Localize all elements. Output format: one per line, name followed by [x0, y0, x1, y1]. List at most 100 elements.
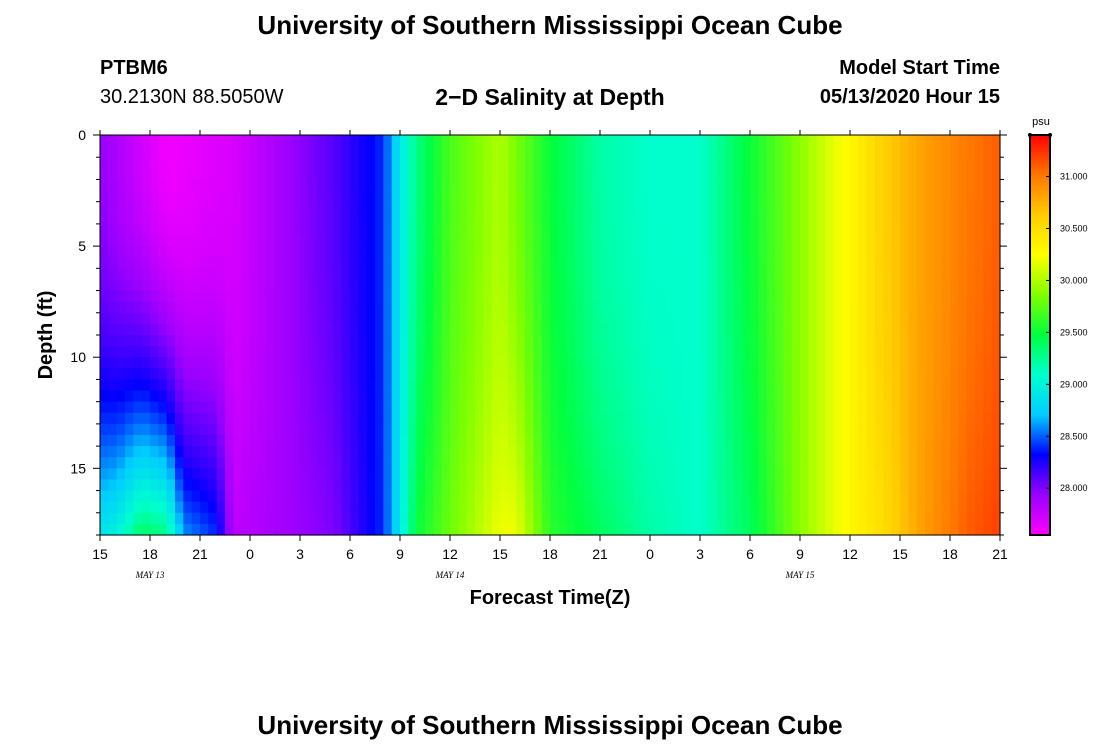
heatmap-cell: [883, 346, 893, 358]
heatmap-cell: [508, 257, 518, 269]
heatmap-cell: [625, 357, 634, 369]
heatmap-cell: [966, 146, 976, 158]
heatmap-cell: [258, 212, 268, 225]
heatmap-cell: [883, 290, 893, 303]
heatmap-cell: [666, 135, 676, 147]
heatmap-cell: [583, 501, 593, 514]
heatmap-cell: [841, 290, 851, 303]
heatmap-cell: [241, 323, 251, 336]
heatmap-cell: [158, 168, 168, 181]
heatmap-cell: [208, 146, 218, 158]
heatmap-cell: [533, 279, 543, 292]
heatmap-cell: [833, 157, 843, 169]
heatmap-cell: [108, 368, 118, 381]
heatmap-cell: [516, 423, 526, 436]
heatmap-cell: [316, 135, 326, 147]
heatmap-cell: [525, 168, 534, 181]
heatmap-cell: [941, 468, 951, 481]
heatmap-cell: [825, 212, 834, 225]
heatmap-cell: [508, 479, 518, 492]
heatmap-cell: [733, 457, 743, 469]
heatmap-cell: [741, 279, 751, 292]
heatmap-cell: [600, 479, 609, 492]
heatmap-cell: [200, 357, 209, 369]
heatmap-cell: [766, 157, 776, 169]
heatmap-cell: [591, 468, 601, 481]
heatmap-cell: [333, 135, 343, 147]
heatmap-cell: [608, 301, 618, 314]
heatmap-cell: [133, 412, 143, 425]
heatmap-cell: [583, 246, 593, 258]
heatmap-cell: [891, 368, 901, 381]
heatmap-cell: [250, 390, 259, 403]
heatmap-cell: [841, 412, 851, 425]
heatmap-cell: [333, 301, 343, 314]
heatmap-cell: [733, 312, 743, 325]
heatmap-cell: [691, 401, 701, 414]
heatmap-cell: [275, 368, 284, 381]
heatmap-cell: [666, 523, 676, 536]
heatmap-cell: [141, 246, 151, 258]
heatmap-cell: [241, 157, 251, 169]
heatmap-cell: [433, 279, 443, 292]
heatmap-cell: [908, 223, 918, 236]
heatmap-cell: [450, 290, 459, 303]
heatmap-cell: [975, 457, 984, 469]
heatmap-cell: [550, 435, 559, 447]
heatmap-cell: [483, 323, 493, 336]
colorbar-tick-label: 30.500: [1060, 224, 1088, 234]
heatmap-cell: [158, 512, 168, 525]
heatmap-cell: [675, 157, 684, 169]
heatmap-cell: [366, 468, 376, 481]
heatmap-cell: [550, 523, 559, 536]
heatmap-cell: [375, 190, 384, 203]
heatmap-cell: [258, 401, 268, 414]
heatmap-cell: [316, 201, 326, 214]
heatmap-cell: [558, 479, 568, 492]
heatmap-cell: [500, 390, 509, 403]
heatmap-cell: [200, 301, 209, 314]
heatmap-cell: [950, 390, 959, 403]
heatmap-cell: [641, 168, 651, 181]
heatmap-cell: [825, 312, 834, 325]
heatmap-cell: [791, 290, 801, 303]
heatmap-cell: [541, 312, 551, 325]
heatmap-cell: [708, 223, 718, 236]
heatmap-cell: [458, 501, 468, 514]
heatmap-cell: [175, 435, 184, 447]
heatmap-cell: [783, 346, 793, 358]
heatmap-cell: [341, 301, 351, 314]
heatmap-cell: [466, 223, 476, 236]
heatmap-cell: [658, 179, 668, 192]
heatmap-cell: [850, 335, 859, 347]
heatmap-cell: [583, 279, 593, 292]
heatmap-cell: [675, 335, 684, 347]
heatmap-cell: [308, 368, 318, 381]
heatmap-cell: [241, 457, 251, 469]
heatmap-cell: [716, 301, 726, 314]
heatmap-cell: [341, 468, 351, 481]
heatmap-cell: [258, 468, 268, 481]
heatmap-cell: [958, 279, 968, 292]
heatmap-cell: [258, 368, 268, 381]
heatmap-cell: [316, 268, 326, 281]
heatmap-cell: [916, 301, 926, 314]
heatmap-cell: [458, 179, 468, 192]
heatmap-cell: [591, 523, 601, 536]
heatmap-cell: [816, 335, 826, 347]
heatmap-cell: [466, 423, 476, 436]
heatmap-cell: [800, 457, 809, 469]
heatmap-cell: [691, 335, 701, 347]
heatmap-cell: [925, 412, 934, 425]
heatmap-cell: [350, 246, 359, 258]
heatmap-cell: [591, 323, 601, 336]
heatmap-cell: [650, 257, 659, 269]
heatmap-cell: [383, 479, 393, 492]
heatmap-cell: [658, 146, 668, 158]
heatmap-cell: [225, 468, 234, 481]
heatmap-cell: [541, 457, 551, 469]
heatmap-cell: [966, 212, 976, 225]
heatmap-cell: [916, 135, 926, 147]
heatmap-cell: [358, 423, 368, 436]
heatmap-cell: [675, 412, 684, 425]
